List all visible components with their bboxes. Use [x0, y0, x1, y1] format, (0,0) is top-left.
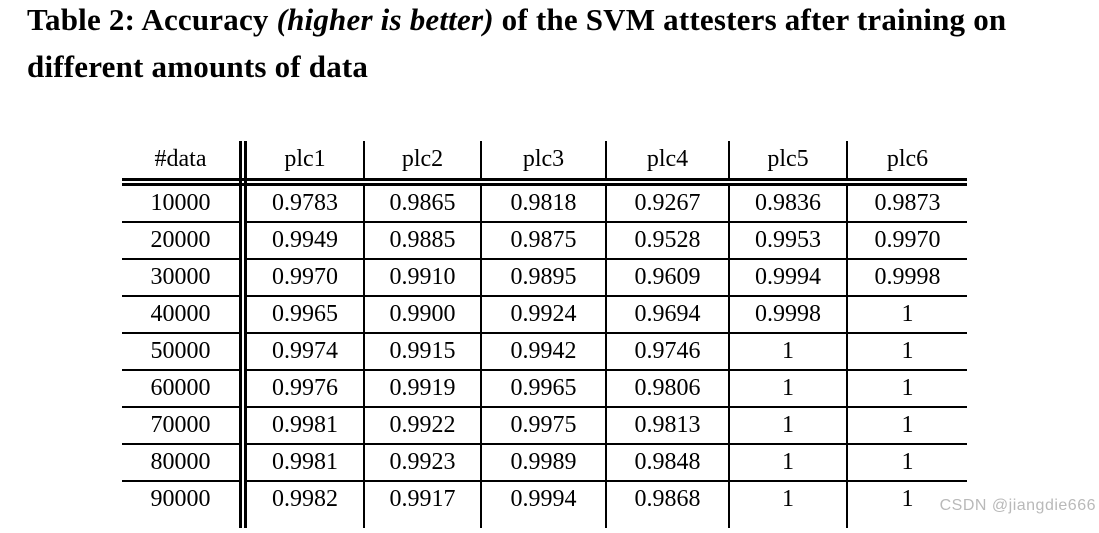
- row-label-cell: 60000: [122, 369, 247, 407]
- row-label-cell: 40000: [122, 295, 247, 333]
- accuracy-cell: 0.9836: [728, 182, 847, 222]
- column-header-plc1: plc1: [243, 141, 364, 186]
- column-header-plc3: plc3: [480, 141, 606, 186]
- accuracy-cell: 0.9976: [243, 369, 364, 407]
- accuracy-cell: 0.9942: [480, 332, 606, 370]
- accuracy-cell: 0.9873: [846, 182, 967, 222]
- accuracy-cell: 0.9919: [363, 369, 481, 407]
- row-label-cell: 80000: [122, 443, 247, 481]
- csdn-watermark: CSDN @jiangdie666: [939, 497, 1096, 514]
- accuracy-cell: 1: [728, 406, 847, 444]
- accuracy-cell: 1: [728, 332, 847, 370]
- accuracy-cell: 0.9994: [728, 258, 847, 296]
- accuracy-cell: 0.9965: [480, 369, 606, 407]
- accuracy-cell: 0.9818: [480, 182, 606, 222]
- accuracy-cell: 1: [846, 406, 967, 444]
- table-body: 10000 0.9783 0.9865 0.9818 0.9267 0.9836 0.987…: [122, 182, 967, 528]
- table-row: 50000 0.9974 0.9915 0.9942 0.9746 1 1: [122, 332, 967, 370]
- accuracy-cell: 1: [728, 480, 847, 528]
- accuracy-cell: 0.9994: [480, 480, 606, 528]
- accuracy-cell: 0.9974: [243, 332, 364, 370]
- accuracy-cell: 1: [846, 443, 967, 481]
- accuracy-cell: 1: [728, 443, 847, 481]
- accuracy-cell: 0.9910: [363, 258, 481, 296]
- accuracy-cell: 1: [728, 369, 847, 407]
- accuracy-cell: 0.9609: [605, 258, 729, 296]
- accuracy-cell: 0.9924: [480, 295, 606, 333]
- caption-emphasis: (higher is better): [276, 2, 494, 37]
- table-row: 10000 0.9783 0.9865 0.9818 0.9267 0.9836 0.987…: [122, 182, 967, 222]
- accuracy-cell: 0.9865: [363, 182, 481, 222]
- accuracy-cell: 0.9970: [243, 258, 364, 296]
- accuracy-cell: 1: [846, 332, 967, 370]
- column-header-plc2: plc2: [363, 141, 481, 186]
- accuracy-cell: 0.9746: [605, 332, 729, 370]
- caption-suffix: of the SVM attesters after training on d…: [27, 2, 1007, 84]
- accuracy-cell: 0.9813: [605, 406, 729, 444]
- accuracy-cell: 0.9528: [605, 221, 729, 259]
- accuracy-cell: 1: [846, 369, 967, 407]
- accuracy-cell: 0.9923: [363, 443, 481, 481]
- accuracy-table: #data plc1 plc2 plc3 plc4 plc5 plc6 10000 0.978…: [122, 141, 967, 528]
- accuracy-cell: 0.9998: [846, 258, 967, 296]
- table-header-row: #data plc1 plc2 plc3 plc4 plc5 plc6: [122, 141, 967, 186]
- accuracy-cell: 0.9848: [605, 443, 729, 481]
- accuracy-cell: 0.9998: [728, 295, 847, 333]
- accuracy-cell: 1: [846, 480, 967, 528]
- accuracy-cell: 0.9783: [272, 190, 338, 216]
- column-header-plc6: plc6: [846, 141, 967, 186]
- accuracy-cell: 0.9975: [480, 406, 606, 444]
- table-row: 30000 0.9970 0.9910 0.9895 0.9609 0.9994 0.999…: [122, 258, 967, 296]
- accuracy-cell: 0.9875: [480, 221, 606, 259]
- row-label-cell: 30000: [122, 258, 247, 296]
- row-label-cell: 50000: [122, 332, 247, 370]
- table-row: 20000 0.9949 0.9885 0.9875 0.9528 0.9953 0.997…: [122, 221, 967, 259]
- accuracy-cell: 0.9885: [363, 221, 481, 259]
- accuracy-cell: 0.9917: [363, 480, 481, 528]
- table-row: 90000 0.9982 0.9917 0.9994 0.9868 1 1: [122, 480, 967, 528]
- column-header-num-data: #data: [122, 141, 247, 186]
- table-caption: Table 2: Accuracy (higher is better) of …: [27, 0, 1083, 90]
- table-row: 40000 0.9965 0.9900 0.9924 0.9694 0.9998 1: [122, 295, 967, 333]
- accuracy-cell: 0.9970: [846, 221, 967, 259]
- caption-prefix: Table 2: Accuracy: [27, 2, 277, 37]
- accuracy-cell: 0.9895: [480, 258, 606, 296]
- column-header-plc5: plc5: [728, 141, 847, 186]
- accuracy-cell: 0.9900: [363, 295, 481, 333]
- row-label-cell: 20000: [122, 221, 247, 259]
- accuracy-cell: 0.9267: [605, 182, 729, 222]
- accuracy-cell: 0.9981: [243, 443, 364, 481]
- row-label-cell: 90000: [122, 480, 247, 528]
- table-row: 60000 0.9976 0.9919 0.9965 0.9806 1 1: [122, 369, 967, 407]
- accuracy-cell: 0.9922: [363, 406, 481, 444]
- accuracy-cell: 0.9989: [480, 443, 606, 481]
- accuracy-cell: 0.9965: [243, 295, 364, 333]
- table-row: 70000 0.9981 0.9922 0.9975 0.9813 1 1: [122, 406, 967, 444]
- accuracy-cell: 0.9868: [605, 480, 729, 528]
- accuracy-cell: 0.9949: [243, 221, 364, 259]
- accuracy-cell: 0.9953: [728, 221, 847, 259]
- accuracy-cell: 0.9694: [605, 295, 729, 333]
- row-label-cell: 10000: [122, 182, 247, 222]
- accuracy-cell: 0.9982: [243, 480, 364, 528]
- row-label-cell: 70000: [122, 406, 247, 444]
- accuracy-cell: 1: [846, 295, 967, 333]
- accuracy-cell: 0.9981: [243, 406, 364, 444]
- table-row: 80000 0.9981 0.9923 0.9989 0.9848 1 1: [122, 443, 967, 481]
- accuracy-cell: 0.9915: [363, 332, 481, 370]
- column-header-plc4: plc4: [605, 141, 729, 186]
- accuracy-cell: 0.9806: [605, 369, 729, 407]
